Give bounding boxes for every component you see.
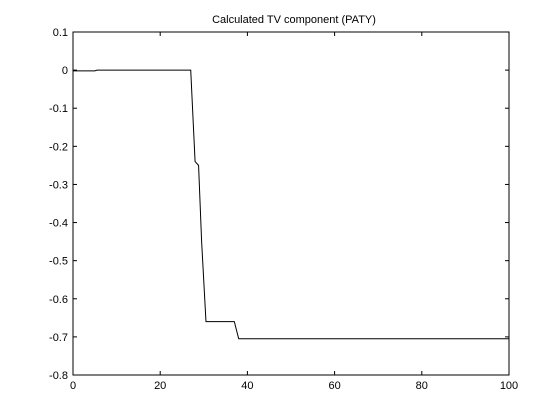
x-tick-label: 60 — [328, 380, 340, 392]
y-tick-label: 0 — [62, 65, 68, 77]
y-tick-label: -0.6 — [49, 294, 68, 306]
y-tick-label: -0.3 — [49, 179, 68, 191]
series-line — [73, 69, 509, 340]
y-tick-label: -0.8 — [49, 370, 68, 382]
x-tick-label: 40 — [241, 380, 253, 392]
y-tick-label: 0.1 — [53, 27, 68, 39]
chart-title: Calculated TV component (PATY) — [212, 14, 376, 26]
x-axis: 0 20 40 60 80 100 — [70, 32, 518, 392]
x-tick-label: 0 — [70, 380, 76, 392]
y-tick-label: -0.4 — [49, 218, 68, 230]
series-layer — [73, 69, 509, 340]
y-tick-label: -0.7 — [49, 332, 68, 344]
plot-frame — [72, 31, 510, 376]
y-tick-label: -0.1 — [49, 103, 68, 115]
x-tick-label: 100 — [500, 380, 518, 392]
x-tick-label: 80 — [416, 380, 428, 392]
y-tick-label: -0.2 — [49, 141, 68, 153]
x-tick-label: 20 — [154, 380, 166, 392]
y-axis: 0.1 0 -0.1 -0.2 -0.3 -0.4 -0.5 -0.6 -0.7 -0.8 — [49, 27, 509, 382]
y-tick-label: -0.5 — [49, 256, 68, 268]
